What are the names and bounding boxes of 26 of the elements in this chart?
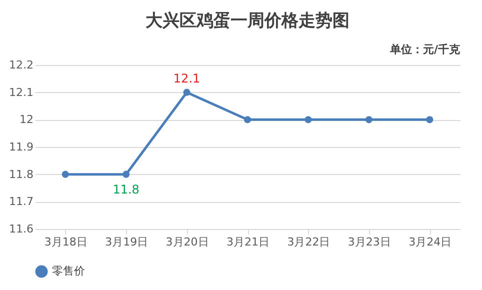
data-label: 12.1 xyxy=(173,71,200,86)
legend-label: 零售价 xyxy=(52,264,85,278)
point xyxy=(244,116,252,124)
x-tick-label: 3月21日 xyxy=(226,236,270,248)
point xyxy=(365,116,372,124)
y-tick-label: 11.6 xyxy=(9,222,34,236)
x-tick-label: 3月20日 xyxy=(166,236,209,248)
y-tick-label: 11.8 xyxy=(9,168,34,181)
y-tick-label: 12.1 xyxy=(9,86,34,99)
point xyxy=(183,88,190,96)
x-tick-label: 3月18日 xyxy=(44,236,88,248)
y-tick-label: 12 xyxy=(20,113,34,126)
point xyxy=(426,116,434,124)
text: 单位：元/千克 xyxy=(388,43,461,56)
y-tick-label: 12.2 xyxy=(9,58,34,72)
point xyxy=(122,170,130,178)
point xyxy=(304,116,312,124)
x-tick-label: 3月22日 xyxy=(287,236,330,248)
point xyxy=(62,170,69,178)
x-tick-label: 3月19日 xyxy=(105,236,148,248)
chart-title: 大兴区鸡蛋一周价格走势图 xyxy=(146,11,350,31)
y-tick-label: 11.7 xyxy=(9,195,34,208)
x-tick-label: 3月24日 xyxy=(408,236,452,248)
x-tick-label: 3月23日 xyxy=(348,236,391,248)
data-label: 11.8 xyxy=(112,182,140,196)
y-tick-label: 11.9 xyxy=(9,140,34,154)
